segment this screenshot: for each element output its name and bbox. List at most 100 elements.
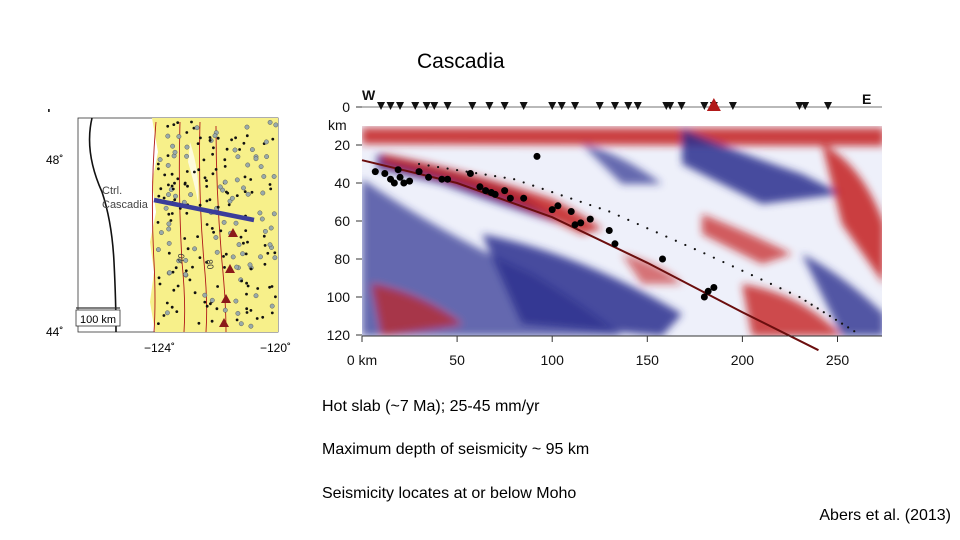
hypocenter — [438, 175, 446, 183]
map-station-dot — [157, 167, 160, 171]
contour-label-40: 40 — [175, 253, 187, 265]
map-station-dot — [245, 162, 251, 168]
moho-dot — [532, 184, 535, 187]
map-station-dot — [233, 298, 239, 304]
slide-title: Cascadia — [417, 50, 505, 73]
map-station-dot — [249, 267, 253, 271]
map-station-dot — [232, 147, 238, 153]
station-marker — [396, 102, 405, 110]
map-station-dot — [260, 190, 266, 196]
hypocenter — [611, 240, 619, 248]
map-station-dot — [211, 172, 215, 176]
map-station-dot — [274, 295, 277, 299]
map-station-dot — [163, 205, 169, 211]
moho-dot — [674, 239, 677, 242]
depth-tick-label: 40 — [334, 175, 350, 191]
map-station-dot — [203, 176, 207, 180]
station-marker — [485, 102, 494, 110]
map-station-dot — [212, 146, 215, 150]
map-station-dot — [271, 174, 277, 179]
map-station-dot — [166, 221, 172, 227]
map-station-dot — [197, 321, 201, 325]
map-station-dot — [170, 143, 176, 149]
map-station-dot — [157, 276, 161, 280]
map-station-dot — [186, 247, 190, 251]
map-station-dot — [263, 244, 267, 247]
map-station-dot — [183, 257, 189, 263]
map-station-dot — [263, 139, 269, 145]
moho-dot — [655, 231, 658, 234]
map-station-dot — [221, 220, 227, 225]
map-station-dot — [172, 123, 176, 126]
map-station-dot — [184, 269, 188, 273]
map-station-dot — [188, 192, 194, 198]
volcano-marker — [706, 98, 721, 111]
map-station-dot — [229, 195, 235, 201]
station-marker — [557, 102, 566, 110]
hypocenter — [491, 190, 499, 198]
hypocenter — [371, 168, 379, 176]
map-station-dot — [245, 191, 251, 197]
map-station-dot — [205, 199, 209, 203]
map-station-dot — [183, 271, 188, 277]
map-station-dot — [208, 198, 212, 202]
note-moho: Seismicity locates at or below Moho — [322, 485, 577, 502]
map-station-dot — [259, 216, 265, 222]
moho-dot — [760, 278, 763, 281]
map-station-dot — [235, 310, 241, 316]
depth-unit-label: km — [328, 117, 347, 133]
map-station-dot — [213, 235, 219, 240]
hypocenter — [571, 221, 579, 229]
station-marker — [633, 102, 642, 110]
station-marker — [610, 102, 619, 110]
map-station-dot — [159, 187, 163, 191]
map-station-dot — [196, 142, 200, 145]
hypocenter — [533, 152, 541, 160]
map-station-dot — [210, 319, 214, 323]
moho-dot — [598, 207, 601, 210]
depth-tick-label: 20 — [334, 137, 350, 153]
map-station-dot — [205, 304, 209, 308]
map-station-dot — [202, 292, 208, 298]
map-station-dot — [167, 270, 173, 276]
map-station-dot — [271, 211, 277, 217]
moho-dot — [560, 194, 563, 197]
map-station-dot — [157, 157, 163, 162]
moho-dot — [589, 203, 592, 207]
map-station-dot — [183, 182, 187, 186]
station-marker — [377, 102, 386, 110]
moho-dot — [494, 175, 497, 178]
east-label: E — [862, 91, 871, 107]
map-station-dot — [273, 251, 277, 255]
map-station-dot — [214, 168, 218, 171]
depth-tick-label: 100 — [327, 289, 351, 305]
map-station-dot — [224, 252, 228, 256]
map-station-dot — [256, 287, 260, 290]
depth-tick-label: 80 — [334, 251, 350, 267]
map-station-dot — [248, 323, 254, 329]
hypocenter — [567, 208, 575, 215]
map-station-dot — [209, 302, 212, 306]
moho-dot — [636, 222, 639, 226]
moho-dot — [665, 235, 668, 238]
map-station-dot — [176, 284, 180, 288]
moho-dot — [436, 165, 440, 169]
station-marker — [468, 102, 477, 110]
map-station-dot — [249, 309, 253, 312]
map-station-dot — [157, 194, 161, 198]
map-station-dot — [244, 124, 250, 130]
hypocenter — [548, 206, 556, 214]
map-station-dot — [165, 163, 171, 168]
moho-dot — [840, 322, 844, 325]
station-marker — [795, 102, 804, 110]
map-station-dot — [170, 172, 174, 176]
contour-label-80: 80 — [204, 259, 216, 271]
map-station-dot — [166, 192, 171, 198]
map-station-dot — [167, 183, 170, 187]
map-station-dot — [167, 251, 171, 255]
moho-dotted-line — [417, 162, 856, 333]
moho-dot — [712, 256, 715, 259]
map-station-dot — [227, 203, 231, 207]
map-station-dot — [267, 119, 273, 125]
map-station-dot — [198, 203, 202, 207]
